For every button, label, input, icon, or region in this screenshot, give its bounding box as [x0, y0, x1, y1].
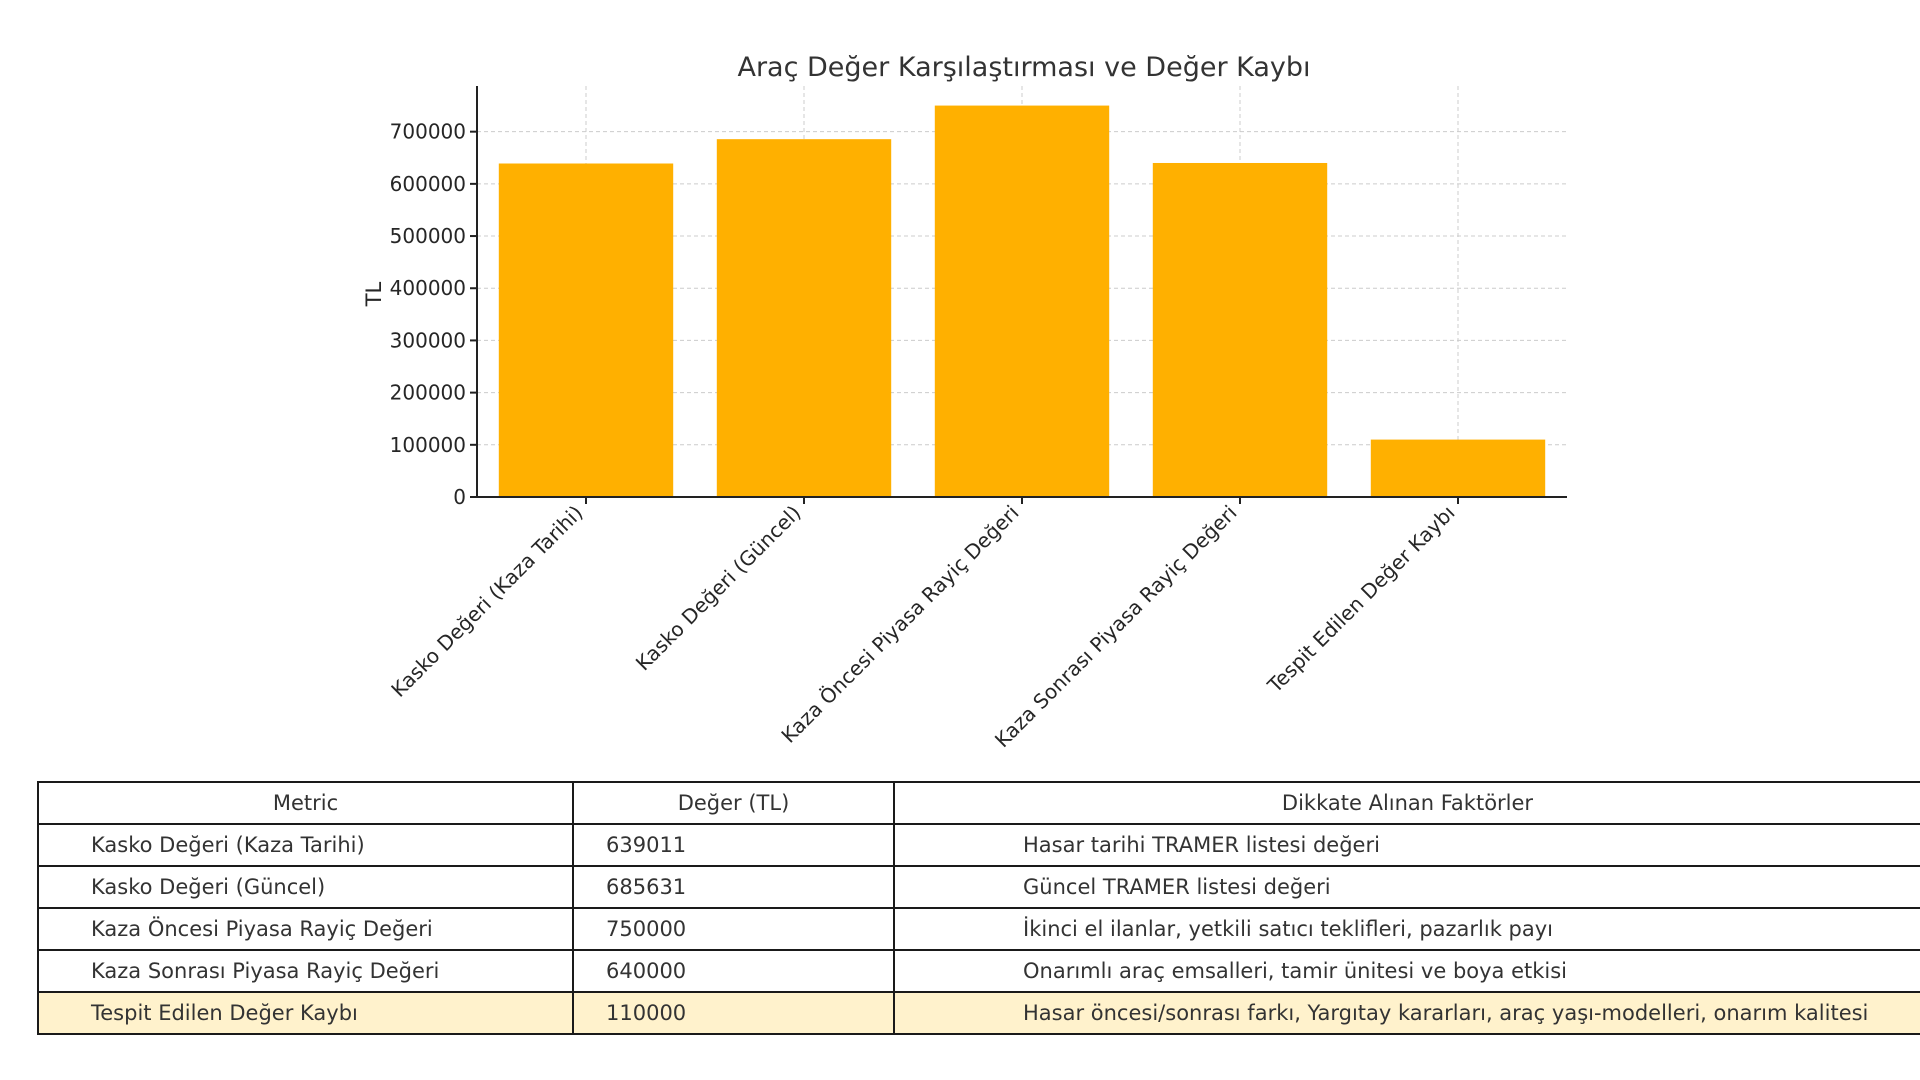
- x-tick-label: Tespit Edilen Değer Kaybı: [1262, 501, 1459, 698]
- row-factors: Hasar öncesi/sonrası farkı, Yargıtay kar…: [893, 991, 1920, 1035]
- y-tick-label: 500000: [390, 224, 466, 248]
- header-factors: Dikkate Alınan Faktörler: [893, 781, 1920, 825]
- y-tick-label: 600000: [390, 172, 466, 196]
- chart-svg: Araç Değer Karşılaştırması ve Değer Kayb…: [362, 52, 1567, 753]
- row-value: 639011: [572, 823, 895, 867]
- row-value: 110000: [572, 991, 895, 1035]
- row-factors: İkinci el ilanlar, yetkili satıcı teklif…: [893, 907, 1920, 951]
- header-metric: Metric: [37, 781, 574, 825]
- y-tick-label: 0: [453, 485, 466, 509]
- bar-layer: [498, 105, 1546, 498]
- row-metric: Tespit Edilen Değer Kaybı: [37, 991, 574, 1035]
- row-metric: Kaza Sonrası Piyasa Rayiç Değeri: [37, 949, 574, 993]
- x-tick-label: Kaza Öncesi Piyasa Rayiç Değeri: [776, 501, 1023, 748]
- bar: [716, 139, 892, 498]
- x-tick-label: Kasko Değeri (Kaza Tarihi): [386, 501, 587, 702]
- row-value: 685631: [572, 865, 895, 909]
- row-metric: Kasko Değeri (Kaza Tarihi): [37, 823, 574, 867]
- table-row: Kasko Değeri (Güncel) 685631 Güncel TRAM…: [37, 865, 1920, 909]
- y-tick-label: 200000: [390, 381, 466, 405]
- table-row: Kasko Değeri (Kaza Tarihi) 639011 Hasar …: [37, 823, 1920, 867]
- x-tick-label: Kaza Sonrası Piyasa Rayiç Değeri: [990, 501, 1242, 753]
- table-header-row: Metric Değer (TL) Dikkate Alınan Faktörl…: [37, 781, 1920, 825]
- x-tick-label: Kasko Değeri (Güncel): [631, 501, 806, 676]
- row-factors: Güncel TRAMER listesi değeri: [893, 865, 1920, 909]
- x-tick-labels: Kasko Değeri (Kaza Tarihi) Kasko Değeri (…: [386, 501, 1459, 753]
- bar: [498, 163, 674, 497]
- table-row: Kaza Öncesi Piyasa Rayiç Değeri 750000 İ…: [37, 907, 1920, 951]
- y-axis-label: TL: [362, 281, 386, 307]
- row-metric: Kaza Öncesi Piyasa Rayiç Değeri: [37, 907, 574, 951]
- y-tick-label: 100000: [390, 433, 466, 457]
- bar-chart: Araç Değer Karşılaştırması ve Değer Kayb…: [362, 52, 1567, 753]
- table-row: Kaza Sonrası Piyasa Rayiç Değeri 640000 …: [37, 949, 1920, 993]
- bar: [934, 105, 1110, 498]
- y-tick-label: 700000: [390, 120, 466, 144]
- chart-title: Araç Değer Karşılaştırması ve Değer Kayb…: [737, 52, 1310, 83]
- bar: [1370, 439, 1546, 497]
- row-value: 640000: [572, 949, 895, 993]
- row-factors: Hasar tarihi TRAMER listesi değeri: [893, 823, 1920, 867]
- data-table: Metric Değer (TL) Dikkate Alınan Faktörl…: [37, 781, 1920, 1035]
- y-tick-label: 300000: [390, 328, 466, 352]
- row-metric: Kasko Değeri (Güncel): [37, 865, 574, 909]
- header-value: Değer (TL): [572, 781, 895, 825]
- axis-layer: [470, 86, 1567, 504]
- bar: [1152, 162, 1328, 497]
- row-value: 750000: [572, 907, 895, 951]
- row-factors: Onarımlı araç emsalleri, tamir ünitesi v…: [893, 949, 1920, 993]
- y-tick-labels: 0 100000 200000 300000 400000 500000 600000 700…: [390, 120, 466, 509]
- table-row-highlighted: Tespit Edilen Değer Kaybı 110000 Hasar ö…: [37, 991, 1920, 1035]
- y-tick-label: 400000: [390, 276, 466, 300]
